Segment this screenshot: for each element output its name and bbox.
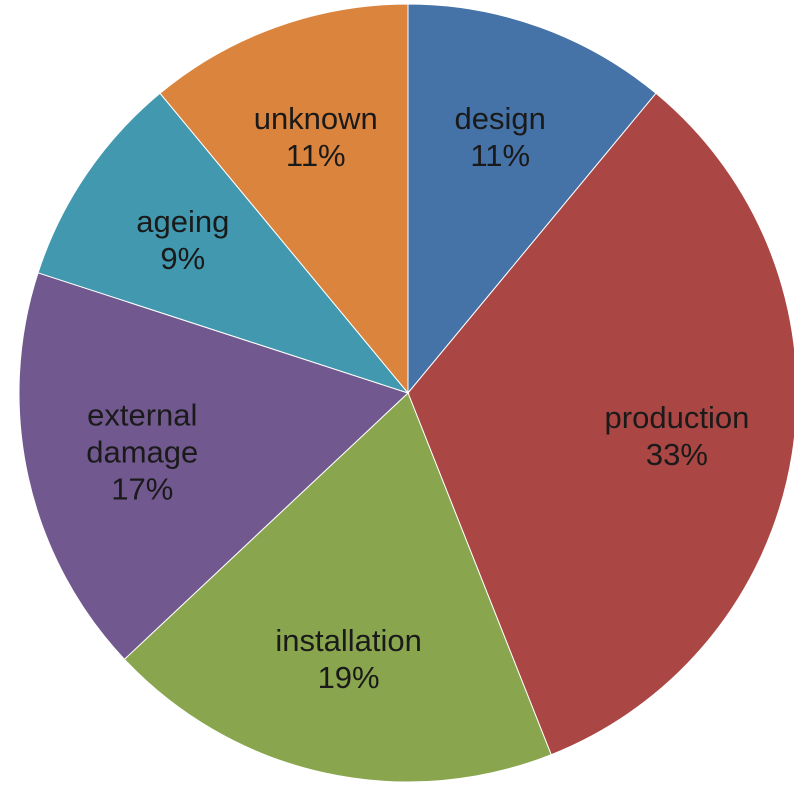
pie-slice xyxy=(407,92,794,756)
category-label: production xyxy=(604,399,750,435)
category-label: ageing xyxy=(136,203,230,239)
value-label: 33% xyxy=(645,436,708,472)
pie-slice xyxy=(37,92,410,395)
category-label: design xyxy=(454,100,546,136)
slice-label: installation 19% xyxy=(261,622,437,696)
category-label: unknown xyxy=(253,100,378,136)
value-label: 9% xyxy=(160,240,206,276)
slice-label: design 11% xyxy=(412,100,588,174)
pie-slice xyxy=(159,3,409,395)
value-label: 17% xyxy=(111,471,174,507)
value-label: 11% xyxy=(285,137,346,173)
category-label: external damage xyxy=(86,397,199,470)
slice-label: unknown 11% xyxy=(228,100,404,174)
value-label: 11% xyxy=(470,137,531,173)
slice-label: external damage 17% xyxy=(54,397,230,508)
category-label: installation xyxy=(275,622,422,658)
slice-label: ageing 9% xyxy=(95,203,271,277)
pie-slice xyxy=(123,392,552,783)
pie-slice xyxy=(407,3,657,395)
value-label: 19% xyxy=(317,659,380,695)
pie-slice xyxy=(18,272,409,660)
slice-label: production 33% xyxy=(589,399,765,473)
